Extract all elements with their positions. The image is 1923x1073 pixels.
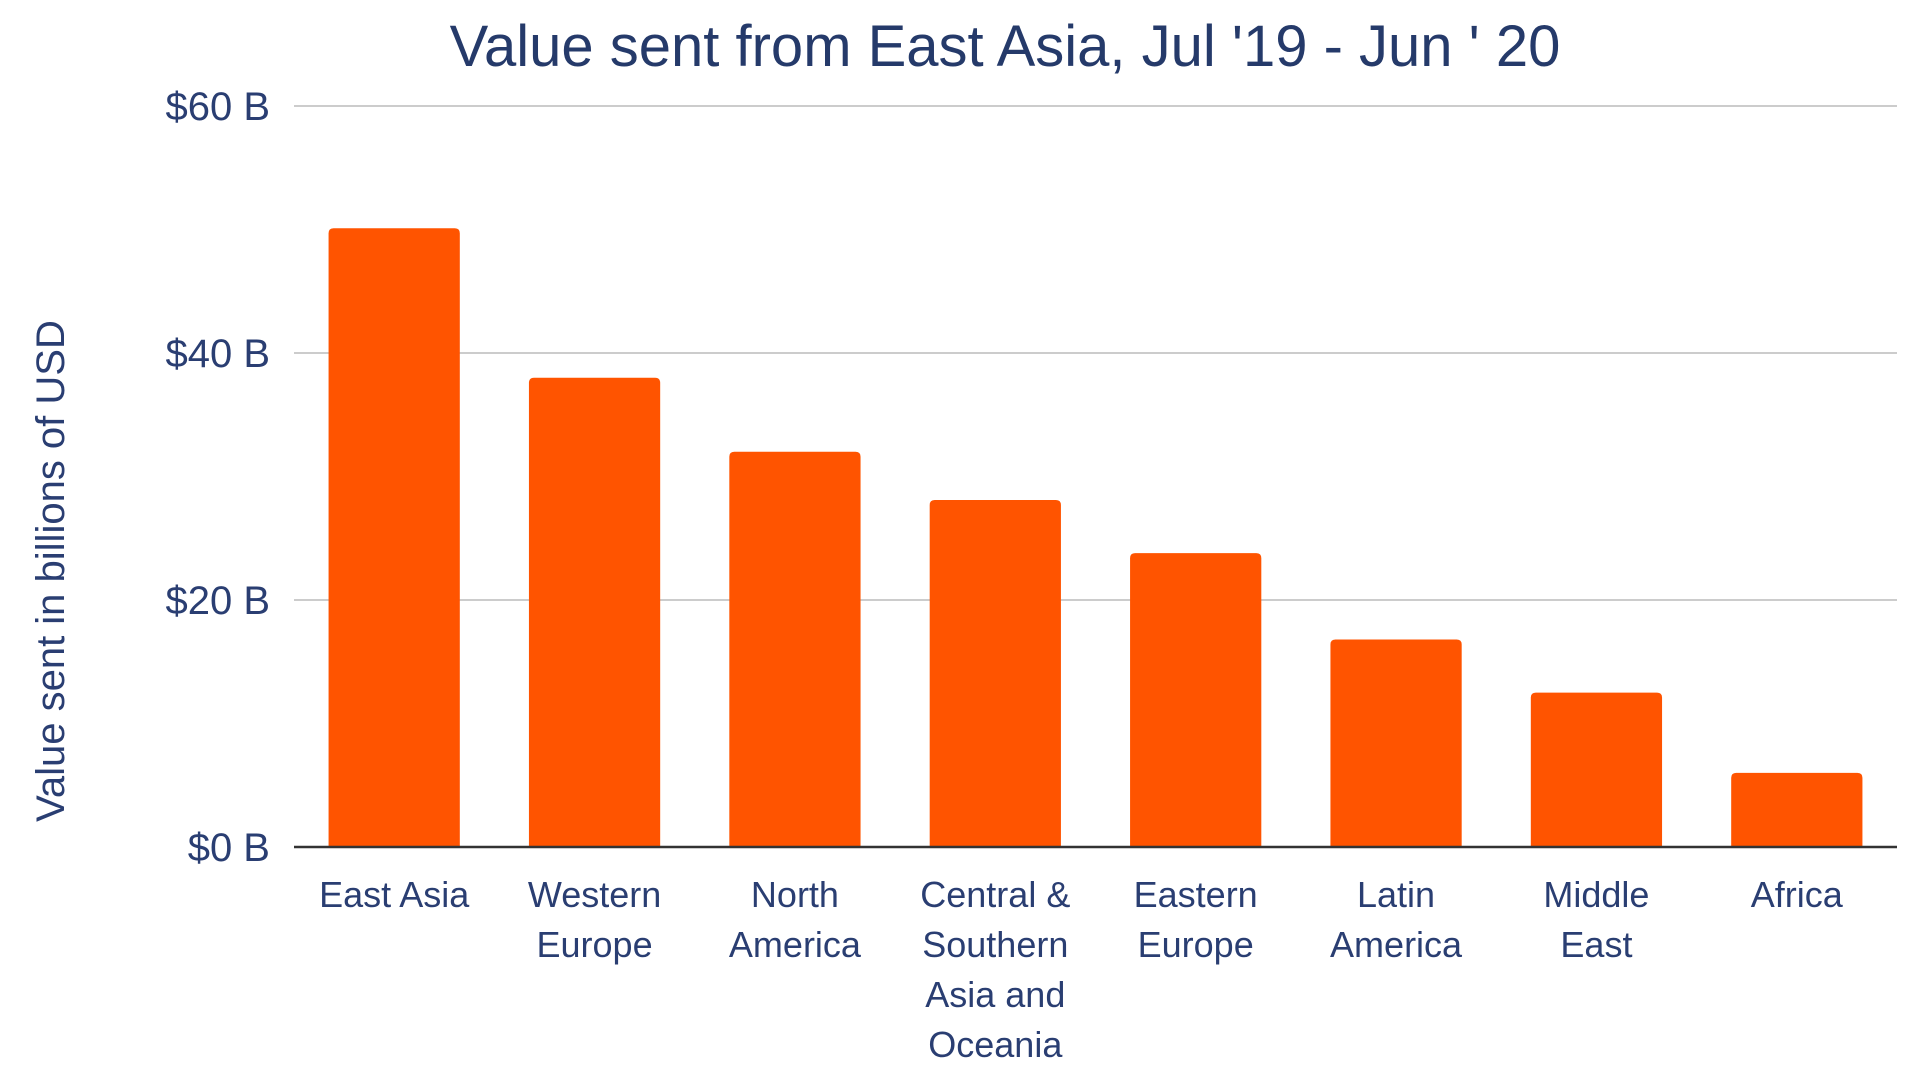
x-tick-label: Latin America: [1330, 874, 1463, 965]
y-axis-ticks: $0 B $20 B $40 B $60 B: [165, 85, 270, 870]
bar-eastern-europe: [1130, 553, 1262, 847]
bar-east-asia: [328, 228, 460, 847]
x-tick-label: Western Europe: [528, 874, 661, 965]
x-tick-label: Middle East: [1543, 874, 1649, 965]
bar-africa: [1731, 772, 1863, 847]
bars: [328, 228, 1863, 847]
bar-latin-america: [1330, 639, 1462, 847]
y-tick-label: $20 B: [165, 579, 270, 623]
x-tick-label: East Asia: [319, 874, 470, 915]
y-axis-title: Value sent in billions of USD: [29, 320, 73, 822]
y-tick-label: $0 B: [188, 826, 270, 870]
chart-title: Value sent from East Asia, Jul '19 - Jun…: [450, 14, 1561, 79]
y-tick-label: $60 B: [165, 85, 270, 129]
x-axis-labels: East Asia Western Europe North America Centra…: [319, 874, 1844, 1065]
bar-central-southern-asia-and-oceania: [929, 499, 1061, 847]
y-tick-label: $40 B: [165, 332, 270, 376]
x-tick-label: Central & Southern Asia and Oceania: [920, 874, 1070, 1065]
x-tick-label: North America: [729, 874, 862, 965]
x-tick-label: Africa: [1751, 874, 1844, 915]
x-tick-label: Eastern Europe: [1134, 874, 1258, 965]
bar-middle-east: [1530, 692, 1663, 847]
bar-north-america: [729, 451, 861, 847]
bar-western-europe: [528, 377, 661, 847]
